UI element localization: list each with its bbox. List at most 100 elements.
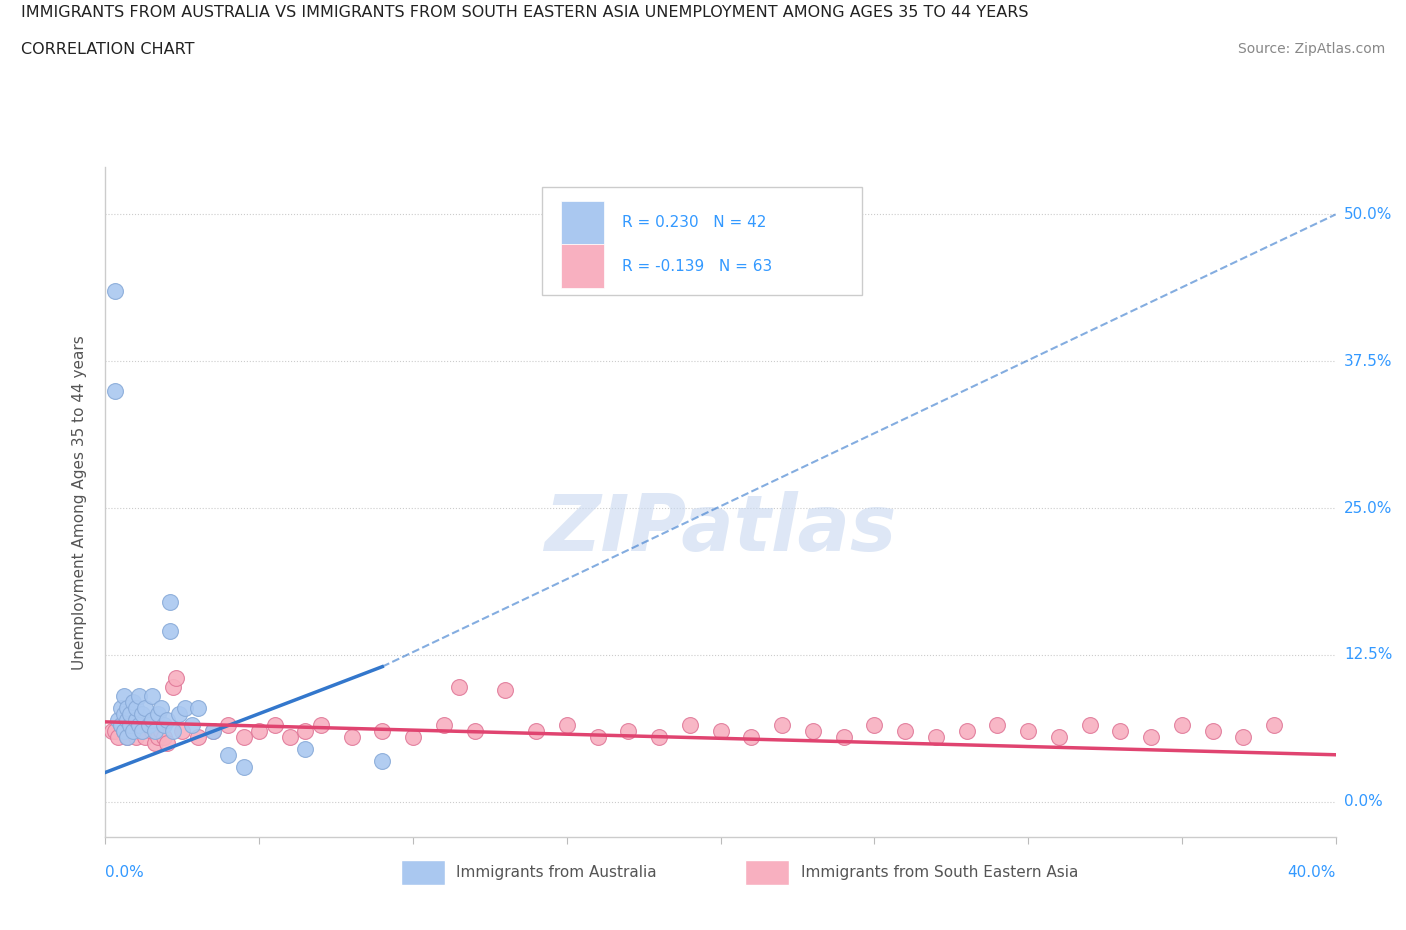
Point [294,724,316,738]
Text: 25.0%: 25.0% [1344,500,1392,515]
Point [187,700,209,715]
Point [115,730,138,745]
Point [107,712,129,727]
Point [125,700,148,715]
Point [1109,724,1132,738]
Point [174,700,197,715]
Point [1047,730,1070,745]
Point [141,688,163,703]
Point [141,712,163,727]
Point [925,730,948,745]
Point [1017,724,1039,738]
Point [104,284,127,299]
Point [172,724,194,738]
Point [159,624,181,639]
Text: 50.0%: 50.0% [1344,206,1392,222]
Point [169,706,191,721]
Point [1263,718,1285,733]
Point [617,724,640,738]
Point [770,718,793,733]
Point [232,759,254,774]
Point [122,724,145,738]
Point [149,724,172,738]
Point [131,706,153,721]
Point [159,594,181,609]
FancyBboxPatch shape [745,859,790,885]
Point [112,688,135,703]
Text: IMMIGRANTS FROM AUSTRALIA VS IMMIGRANTS FROM SOUTH EASTERN ASIA UNEMPLOYMENT AMO: IMMIGRANTS FROM AUSTRALIA VS IMMIGRANTS … [21,5,1029,20]
Point [202,724,225,738]
Point [104,724,127,738]
Point [180,718,202,733]
Point [149,700,172,715]
Point [371,724,394,738]
Point [146,706,169,721]
Text: R = -0.139   N = 63: R = -0.139 N = 63 [621,259,772,273]
Point [202,724,225,738]
Point [153,718,176,733]
Point [128,688,150,703]
Point [110,700,132,715]
Point [586,730,609,745]
Point [371,753,394,768]
FancyBboxPatch shape [543,188,862,295]
Point [433,718,456,733]
Point [247,724,270,738]
Text: 0.0%: 0.0% [1344,794,1382,809]
Point [232,730,254,745]
Point [131,724,153,738]
Point [187,730,209,745]
Text: 12.5%: 12.5% [1344,647,1392,662]
Point [648,730,671,745]
Point [679,718,702,733]
Text: 40.0%: 40.0% [1288,865,1336,880]
Text: CORRELATION CHART: CORRELATION CHART [21,42,194,57]
Point [278,730,301,745]
Text: ZIPatlas: ZIPatlas [544,491,897,567]
Point [107,730,129,745]
Point [128,718,150,733]
Point [1171,718,1194,733]
Point [120,718,141,733]
Point [801,724,824,738]
Point [162,679,184,694]
Point [986,718,1008,733]
FancyBboxPatch shape [561,245,603,288]
Point [156,712,179,727]
Point [138,718,160,733]
Point [120,706,141,721]
Point [115,712,138,727]
Point [134,700,156,715]
Point [112,706,135,721]
Point [112,724,135,738]
Point [402,730,425,745]
Point [110,718,132,733]
Point [494,683,516,698]
Point [128,718,150,733]
Point [340,730,363,745]
Point [112,724,135,738]
Point [555,718,578,733]
Point [115,730,138,745]
Point [464,724,486,738]
Text: Immigrants from Australia: Immigrants from Australia [456,865,657,880]
Point [131,724,153,738]
Point [138,718,160,733]
Point [110,718,132,733]
Text: 37.5%: 37.5% [1344,353,1392,368]
Point [143,736,166,751]
Point [1140,730,1163,745]
Point [143,724,166,738]
Point [1078,718,1101,733]
Point [125,712,148,727]
Point [863,718,886,733]
Point [218,718,240,733]
Point [134,730,156,745]
Text: 0.0%: 0.0% [105,865,145,880]
Point [956,724,979,738]
Point [156,736,179,751]
Point [120,718,141,733]
Point [122,695,145,710]
Point [122,724,145,738]
Y-axis label: Unemployment Among Ages 35 to 44 years: Unemployment Among Ages 35 to 44 years [72,335,87,670]
